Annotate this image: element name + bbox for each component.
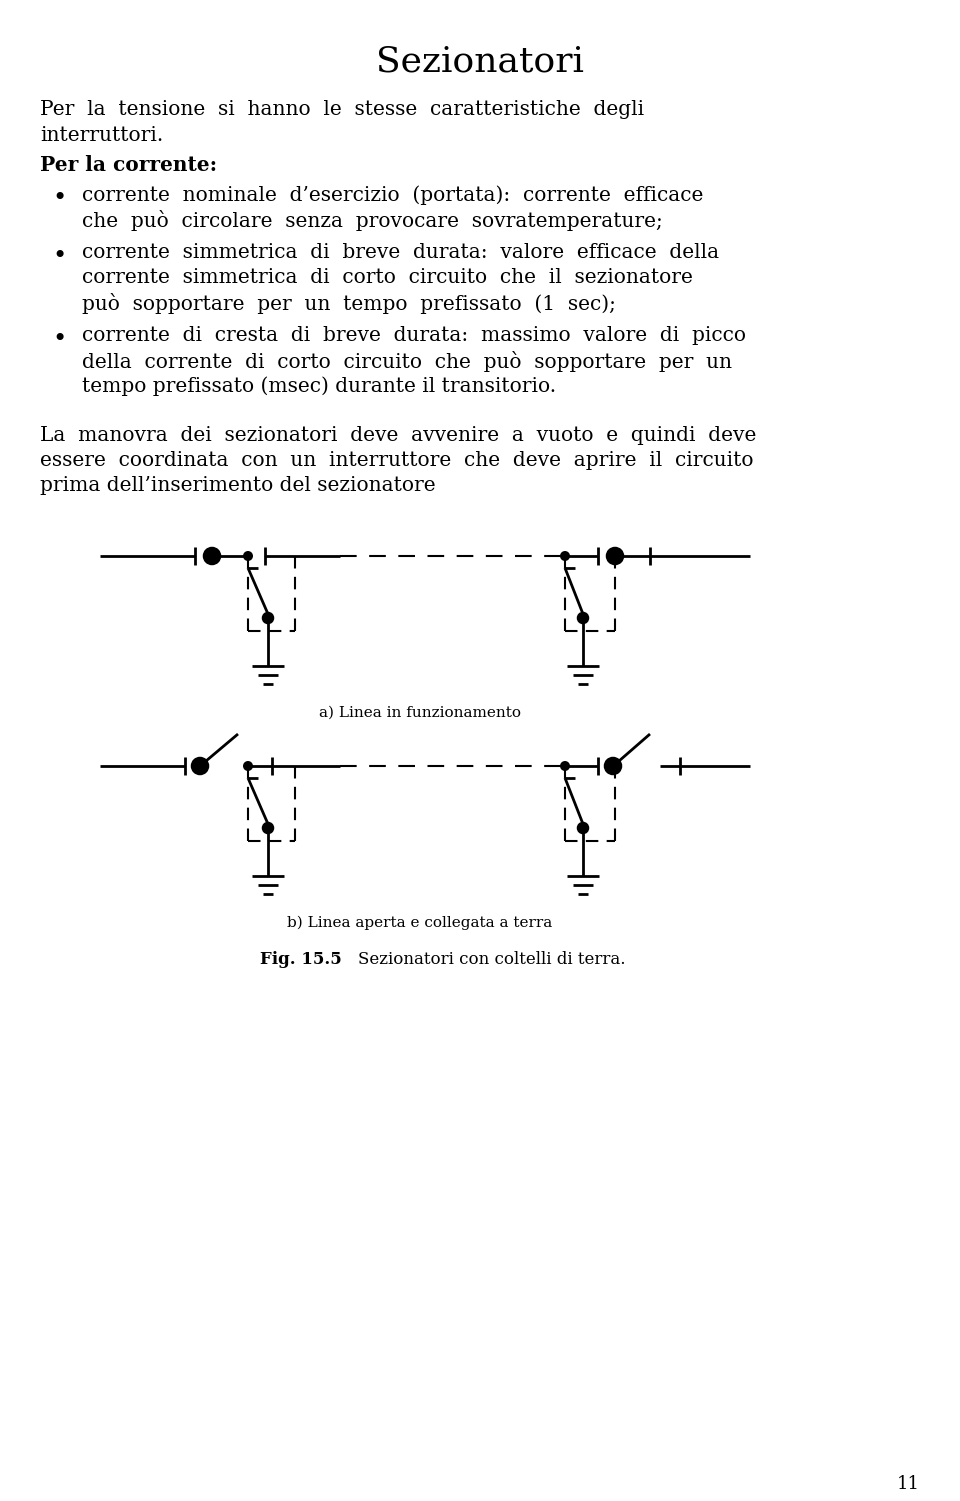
Circle shape: [204, 548, 220, 564]
Text: a) Linea in funzionamento: a) Linea in funzionamento: [319, 705, 521, 720]
Text: Per la corrente:: Per la corrente:: [40, 155, 217, 176]
Circle shape: [243, 551, 253, 561]
Text: La  manovra  dei  sezionatori  deve  avvenire  a  vuoto  e  quindi  deve: La manovra dei sezionatori deve avvenire…: [40, 426, 756, 444]
Circle shape: [607, 548, 623, 564]
Text: Sezionatori con coltelli di terra.: Sezionatori con coltelli di terra.: [358, 952, 626, 968]
Text: 11: 11: [897, 1475, 920, 1493]
Circle shape: [578, 823, 588, 833]
Circle shape: [263, 823, 273, 833]
Text: tempo prefissato (msec) durante il transitorio.: tempo prefissato (msec) durante il trans…: [82, 375, 556, 396]
Text: essere  coordinata  con  un  interruttore  che  deve  aprire  il  circuito: essere coordinata con un interruttore ch…: [40, 450, 754, 470]
Text: può  sopportare  per  un  tempo  prefissato  (1  sec);: può sopportare per un tempo prefissato (…: [82, 293, 616, 314]
Text: Per  la  tensione  si  hanno  le  stesse  caratteristiche  degli: Per la tensione si hanno le stesse carat…: [40, 101, 644, 119]
Text: •: •: [52, 188, 66, 210]
Text: che  può  circolare  senza  provocare  sovratemperature;: che può circolare senza provocare sovrat…: [82, 210, 662, 231]
Text: corrente  simmetrica  di  breve  durata:  valore  efficace  della: corrente simmetrica di breve durata: val…: [82, 243, 719, 263]
Text: b) Linea aperta e collegata a terra: b) Linea aperta e collegata a terra: [287, 916, 553, 931]
Circle shape: [578, 612, 588, 623]
Text: corrente  di  cresta  di  breve  durata:  massimo  valore  di  picco: corrente di cresta di breve durata: mass…: [82, 326, 746, 345]
Text: Sezionatori: Sezionatori: [376, 45, 584, 80]
Circle shape: [560, 551, 570, 561]
Text: della  corrente  di  corto  circuito  che  può  sopportare  per  un: della corrente di corto circuito che può…: [82, 351, 732, 372]
Circle shape: [605, 758, 621, 775]
Text: corrente  nominale  d’esercizio  (portata):  corrente  efficace: corrente nominale d’esercizio (portata):…: [82, 185, 704, 204]
Circle shape: [263, 612, 273, 623]
Text: interruttori.: interruttori.: [40, 126, 163, 146]
Text: Fig. 15.5: Fig. 15.5: [260, 952, 342, 968]
Circle shape: [192, 758, 208, 775]
Text: corrente  simmetrica  di  corto  circuito  che  il  sezionatore: corrente simmetrica di corto circuito ch…: [82, 269, 693, 287]
Circle shape: [243, 761, 253, 772]
Circle shape: [560, 761, 570, 772]
Text: •: •: [52, 329, 66, 351]
Text: prima dell’inserimento del sezionatore: prima dell’inserimento del sezionatore: [40, 476, 436, 495]
Text: •: •: [52, 245, 66, 269]
